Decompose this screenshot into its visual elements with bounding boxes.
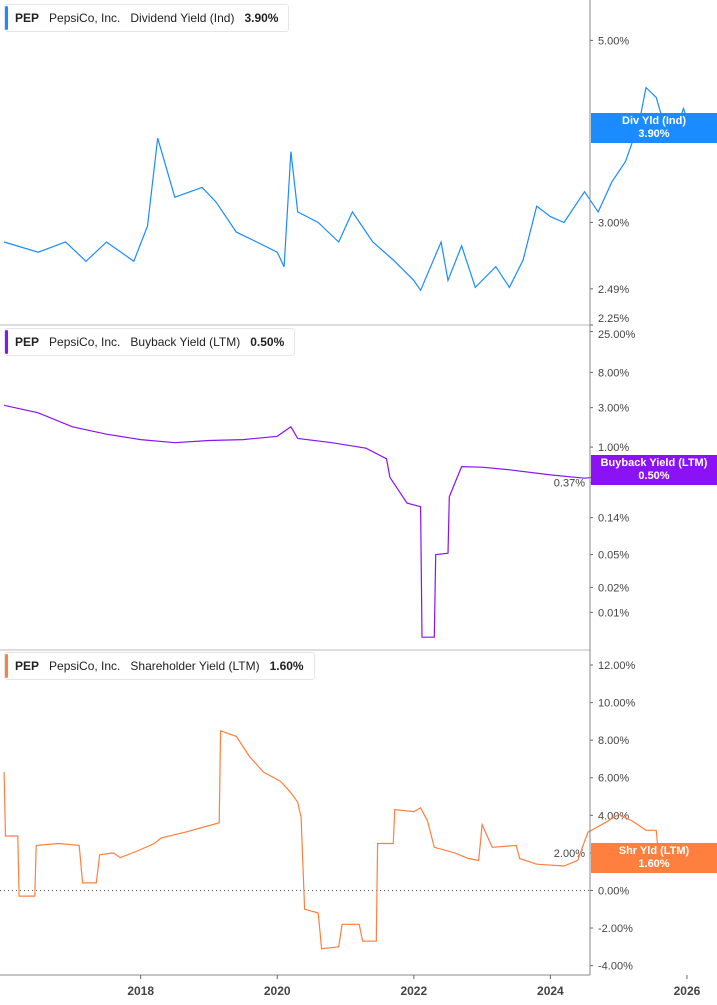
legend-ticker: PEP (15, 659, 40, 673)
y-tick-label: 8.00% (598, 367, 629, 379)
tag-label: Shr Yld (LTM) (618, 845, 690, 857)
legend-ticker: PEP (15, 11, 40, 25)
legend-buyback-yield[interactable]: PEP PepsiCo, Inc. Buyback Yield (LTM) 0.… (4, 328, 296, 356)
series-line-1 (3, 404, 691, 638)
y-tick-label: 0.14% (598, 513, 629, 525)
tag-label: Div Yld (Ind) (622, 115, 686, 127)
x-tick-label: 2022 (400, 984, 427, 998)
y-tick-label: 2.00% (554, 848, 585, 860)
legend-company: PepsiCo, Inc. (49, 335, 121, 349)
tag-label: Buyback Yield (LTM) (600, 457, 708, 469)
y-tick-label: 4.00% (598, 810, 629, 822)
y-tick-label: 0.00% (598, 885, 629, 897)
tag-value: 3.90% (638, 128, 670, 140)
legend-color-bar (5, 654, 8, 678)
y-tick-label: 0.05% (598, 550, 629, 562)
y-tick-label: 2.25% (598, 313, 629, 325)
legend-series: Shareholder Yield (LTM) (130, 659, 260, 673)
legend-ticker: PEP (15, 335, 40, 349)
y-tick-label: 0.37% (554, 478, 585, 490)
y-tick-label: 3.00% (598, 217, 629, 229)
legend-company: PepsiCo, Inc. (49, 11, 121, 25)
legend-color-bar (5, 330, 8, 354)
y-tick-label: -2.00% (598, 923, 633, 935)
y-tick-label: 25.00% (598, 329, 636, 341)
tag-value: 1.60% (638, 858, 670, 870)
y-tick-label: 5.00% (598, 35, 629, 47)
x-tick-label: 2024 (537, 984, 564, 998)
legend-company: PepsiCo, Inc. (49, 659, 121, 673)
y-tick-label: 10.00% (598, 698, 636, 710)
x-tick-label: 2018 (127, 984, 154, 998)
last-value-tag-shareholder: Shr Yld (LTM) 1.60% (591, 843, 717, 873)
y-tick-label: 3.00% (598, 403, 629, 415)
legend-series: Buyback Yield (LTM) (130, 335, 241, 349)
tag-value: 0.50% (638, 470, 670, 482)
x-tick-label: 2026 (674, 984, 701, 998)
y-tick-label: 0.01% (598, 607, 629, 619)
y-tick-label: 1.00% (598, 442, 629, 454)
last-value-tag-dividend: Div Yld (Ind) 3.90% (591, 113, 717, 143)
legend-value: 0.50% (250, 335, 285, 349)
last-value-tag-buyback: Buyback Yield (LTM) 0.50% (591, 455, 717, 485)
y-tick-label: 2.49% (598, 284, 629, 296)
series-line-0 (3, 86, 691, 292)
y-tick-label: 8.00% (598, 735, 629, 747)
y-tick-label: 12.00% (598, 660, 636, 672)
legend-dividend-yield[interactable]: PEP PepsiCo, Inc. Dividend Yield (Ind) 3… (4, 4, 290, 32)
legend-shareholder-yield[interactable]: PEP PepsiCo, Inc. Shareholder Yield (LTM… (4, 652, 315, 680)
legend-value: 3.90% (244, 11, 279, 25)
legend-color-bar (5, 6, 8, 30)
y-tick-label: 6.00% (598, 773, 629, 785)
x-tick-label: 2020 (264, 984, 291, 998)
y-tick-label: -4.00% (598, 961, 633, 973)
series-line-2 (3, 729, 691, 950)
legend-value: 1.60% (269, 659, 304, 673)
y-tick-label: 0.02% (598, 582, 629, 594)
legend-series: Dividend Yield (Ind) (130, 11, 235, 25)
